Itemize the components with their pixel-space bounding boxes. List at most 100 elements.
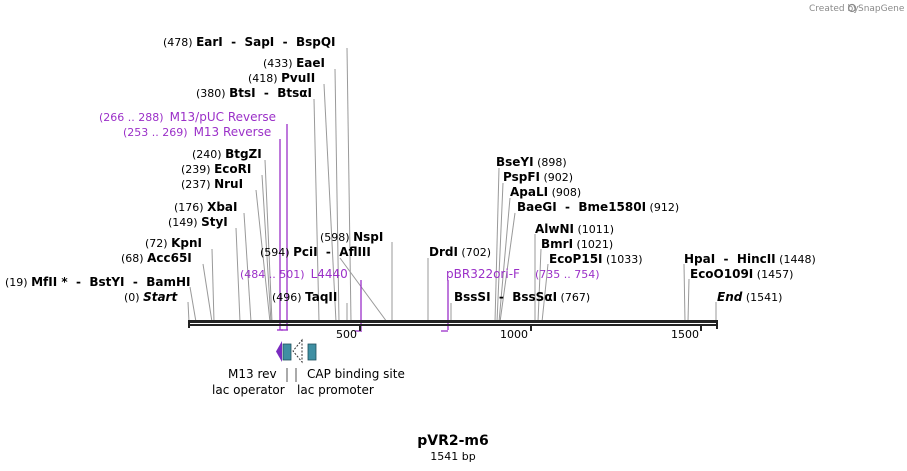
- site-text-baeGI-0: BaeGI: [517, 200, 557, 214]
- site-labels: (478) EarI - SapI - BspQI (433) EaeI (41…: [5, 35, 816, 304]
- site-text-hpaI-3: (1448): [776, 253, 816, 266]
- site-text-hpaI-0: HpaI: [684, 252, 715, 266]
- site-label-hpaI[interactable]: HpaI - HincII (1448): [684, 252, 816, 266]
- primer-labels: (266 .. 288) M13/pUC Reverse (253 .. 269)…: [99, 110, 600, 281]
- connector-ecoP15I: [541, 263, 549, 323]
- site-text-nruI-1: NruI: [214, 177, 243, 191]
- site-text-btsI-0: (380): [196, 87, 229, 100]
- feature-label-lacop[interactable]: lac operator: [212, 383, 285, 397]
- site-label-kpnI[interactable]: (72) KpnI: [145, 236, 202, 250]
- site-text-bssSI-3: (767): [557, 291, 590, 304]
- site-label-eaeI[interactable]: (433) EaeI: [263, 56, 325, 70]
- site-text-acc65I-1: Acc65I: [147, 251, 192, 265]
- site-label-ecoO109I[interactable]: EcoO109I (1457): [690, 267, 793, 281]
- connector-nruI: [255, 189, 271, 323]
- connector-start: [187, 301, 190, 323]
- site-label-pspFI[interactable]: PspFI (902): [503, 170, 573, 184]
- connector-bseYI: [494, 167, 500, 323]
- site-label-ecoP15I[interactable]: EcoP15I (1033): [549, 252, 643, 266]
- feature-m13rev-arrow[interactable]: [276, 341, 282, 362]
- feature-cap-binding-site[interactable]: [307, 343, 317, 361]
- connector-mfII: [189, 286, 197, 323]
- site-text-drdI-1: (702): [458, 246, 491, 259]
- site-label-bmrI[interactable]: BmrI (1021): [541, 237, 613, 251]
- site-text-alwNI-0: AlwNI: [535, 222, 574, 236]
- site-label-apaLI[interactable]: ApaLI (908): [510, 185, 581, 199]
- site-text-earI-1: EarI: [196, 35, 223, 49]
- primer-label-735[interactable]: (735 .. 754): [535, 268, 600, 281]
- site-label-taqII[interactable]: (496) TaqII: [272, 290, 337, 304]
- site-label-bssSI[interactable]: BssSI - BssSαI (767): [454, 290, 590, 304]
- connector-ecoRI: [261, 174, 272, 323]
- site-text-mfII-0: (19): [5, 276, 31, 289]
- primer-label-l4440[interactable]: (484 .. 501) L4440: [240, 267, 348, 281]
- snapgene-logo-icon: [847, 3, 857, 13]
- site-text-mfII-3: BstYI: [89, 275, 124, 289]
- site-label-nruI[interactable]: (237) NruI: [181, 177, 243, 191]
- site-text-btgZI-0: (240): [192, 148, 225, 161]
- site-text-earI-2: -: [223, 35, 245, 49]
- feature-track: M13 rev CAP binding site lac operator la…: [212, 338, 405, 397]
- site-label-end[interactable]: End (1541): [717, 290, 782, 304]
- site-text-eaeI-0: (433): [263, 57, 296, 70]
- site-label-nspI[interactable]: (598) NspI: [320, 230, 383, 244]
- site-label-bseYI[interactable]: BseYI (898): [496, 155, 567, 169]
- site-text-end-0: End: [717, 290, 743, 304]
- site-text-hpaI-1: -: [715, 252, 737, 266]
- site-label-styI[interactable]: (149) StyI: [168, 215, 228, 229]
- site-text-ecoRI-0: (239): [181, 163, 214, 176]
- primer-label-m13rev[interactable]: (253 .. 269) M13 Reverse: [123, 125, 271, 139]
- connector-acc65I: [202, 263, 213, 323]
- site-label-baeGI[interactable]: BaeGI - Bme1580I (912): [517, 200, 679, 214]
- site-text-nspI-0: (598): [320, 231, 353, 244]
- site-label-pvuII[interactable]: (418) PvuII: [248, 71, 315, 85]
- feature-label-m13rev[interactable]: M13 rev: [228, 367, 277, 381]
- axis-tick-label-500: 500: [336, 328, 357, 341]
- site-label-acc65I[interactable]: (68) Acc65I: [121, 251, 192, 265]
- feature-label-lacprom[interactable]: lac promoter: [297, 383, 374, 397]
- feature-lac-operator[interactable]: [282, 343, 292, 361]
- feature-leader-lines: [286, 368, 297, 382]
- sequence-backbone: [188, 320, 718, 329]
- site-text-kpnI-1: KpnI: [171, 236, 202, 250]
- site-text-nspI-1: NspI: [353, 230, 383, 244]
- site-label-drdI[interactable]: DrdI (702): [429, 245, 491, 259]
- backbone-start-cap: [188, 320, 190, 328]
- connector-pciI: [339, 257, 388, 323]
- feature-lac-promoter-arrow[interactable]: [292, 338, 303, 364]
- site-label-start[interactable]: (0) Start: [124, 290, 178, 304]
- site-text-baeGI-2: Bme1580I: [578, 200, 646, 214]
- site-text-mfII-2: -: [68, 275, 90, 289]
- site-text-bssSI-1: -: [491, 290, 513, 304]
- feature-label-cap[interactable]: CAP binding site: [307, 367, 405, 381]
- site-label-btsI[interactable]: (380) BtsI - BtsαI: [196, 86, 312, 100]
- site-text-ecoO109I-0: EcoO109I: [690, 267, 753, 281]
- site-text-nruI-0: (237): [181, 178, 214, 191]
- connector-bmrI: [537, 248, 542, 323]
- site-text-earI-4: -: [274, 35, 296, 49]
- site-text-bssSI-0: BssSI: [454, 290, 491, 304]
- connector-apaLI: [498, 197, 511, 323]
- site-text-btsI-3: BtsαI: [277, 86, 312, 100]
- site-label-mfII[interactable]: (19) MfII * - BstYI - BamHI: [5, 275, 190, 289]
- site-text-pciI-3: AflIII: [339, 245, 371, 259]
- site-label-xbaI[interactable]: (176) XbaI: [174, 200, 237, 214]
- watermark-created-by: Created by: [809, 4, 859, 14]
- site-label-btgZI[interactable]: (240) BtgZI: [192, 147, 262, 161]
- connector-btgZI: [264, 159, 273, 323]
- site-label-pciI[interactable]: (594) PciI - AflIII: [260, 245, 371, 259]
- site-text-acc65I-0: (68): [121, 252, 147, 265]
- site-text-baeGI-3: (912): [646, 201, 679, 214]
- site-label-earI[interactable]: (478) EarI - SapI - BspQI: [163, 35, 336, 49]
- site-text-pvuII-0: (418): [248, 72, 281, 85]
- primer-label-m13puc[interactable]: (266 .. 288) M13/pUC Reverse: [99, 110, 276, 124]
- axis-tick-1000: [530, 325, 532, 331]
- primer-label-pbr322[interactable]: pBR322ori-F: [446, 267, 520, 281]
- connector-ecoO109I: [687, 278, 690, 323]
- site-label-ecoRI[interactable]: (239) EcoRI: [181, 162, 251, 176]
- site-text-earI-3: SapI: [244, 35, 274, 49]
- site-text-start-0: (0): [124, 291, 143, 304]
- site-text-taqII-1: TaqII: [305, 290, 337, 304]
- site-text-apaLI-1: (908): [548, 186, 581, 199]
- site-label-alwNI[interactable]: AlwNI (1011): [535, 222, 614, 236]
